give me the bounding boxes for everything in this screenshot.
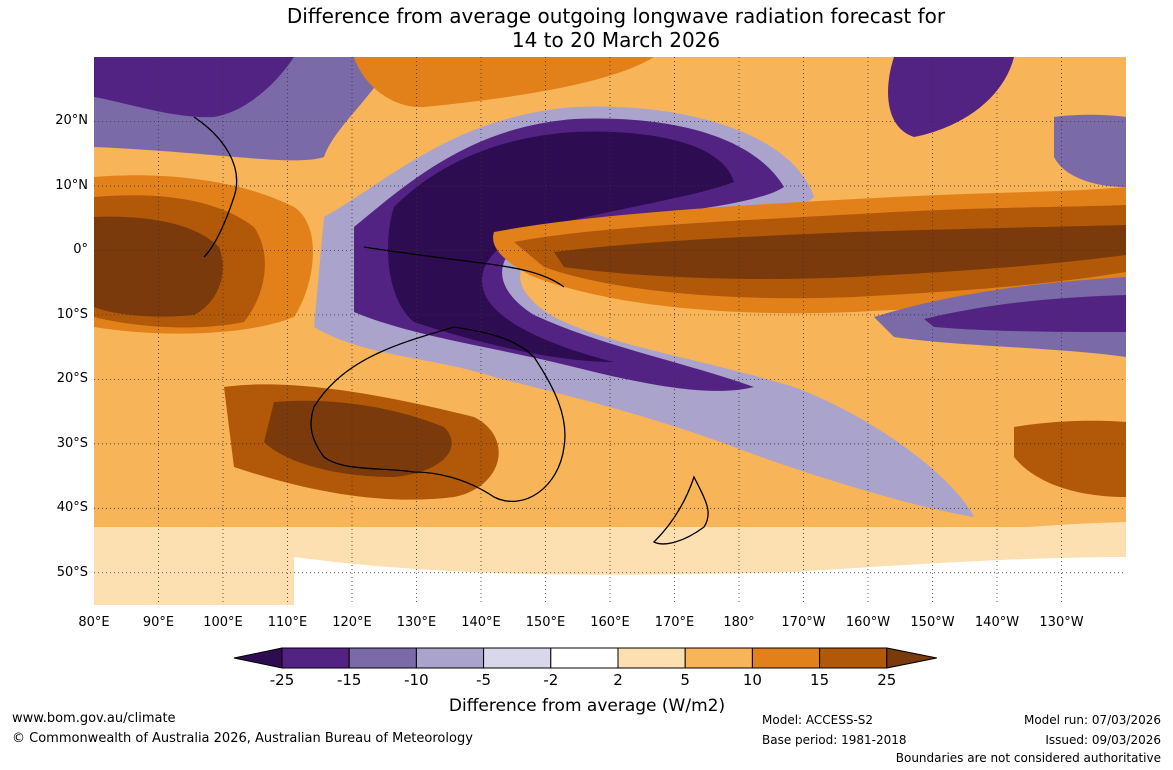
colorbar-segment	[684, 647, 753, 669]
longitude-label: 140°W	[974, 615, 1020, 630]
colorbar-segment	[483, 647, 552, 669]
north-east-pacific-negative	[888, 57, 1014, 137]
colorbar-tick-label: 25	[877, 671, 897, 689]
longitude-label: 170°E	[654, 615, 695, 630]
latitude-label: 20°N	[55, 113, 88, 129]
longitude-label: 90°E	[142, 615, 175, 630]
longitude-label: 180°	[723, 615, 755, 630]
east-pacific-negative	[1054, 114, 1126, 187]
longitude-label: 130°E	[396, 615, 437, 630]
colorbar-tick-label: -15	[336, 671, 362, 689]
chart-title: Difference from average outgoing longwav…	[0, 4, 1173, 52]
title-line-1: Difference from average outgoing longwav…	[286, 4, 946, 28]
longitude-label: 160°W	[845, 615, 891, 630]
latitude-label: 10°S	[56, 306, 88, 322]
colorbar-tick-label: -25	[269, 671, 295, 689]
colorbar-segment	[550, 647, 619, 669]
asia-strong-negative	[94, 57, 294, 118]
southern-white-zone	[294, 557, 1126, 605]
colorbar-min-extension	[233, 647, 283, 669]
colorbar-segment	[617, 647, 686, 669]
copyright-text: © Commonwealth of Australia 2026, Austra…	[12, 731, 473, 746]
longitude-label: 160°E	[590, 615, 630, 630]
latitude-label: 50°S	[56, 564, 88, 580]
latitude-label: 10°N	[55, 177, 88, 193]
olr-anomaly-map	[94, 57, 1126, 605]
longitude-label: 110°E	[267, 615, 308, 630]
colorbar-tick-label: -2	[543, 671, 559, 689]
colorbar-segment	[415, 647, 485, 669]
latitude-label: 20°S	[56, 371, 88, 387]
colorbar-title: Difference from average (W/m2)	[448, 696, 726, 716]
map-canvas	[94, 57, 1126, 605]
longitude-label: 150°W	[910, 615, 955, 630]
colorbar	[233, 647, 937, 669]
longitude-label: 150°E	[525, 615, 566, 630]
latitude-label: 30°S	[56, 435, 88, 451]
longitude-label: 170°W	[781, 615, 826, 630]
model-name: Model: ACCESS-S2	[762, 713, 874, 727]
colorbar-segments	[233, 647, 937, 669]
colorbar-tick-label: 5	[680, 671, 690, 689]
indonesia-outline	[363, 246, 565, 288]
colorbar-tick-label: 15	[810, 671, 830, 689]
colorbar-segment	[281, 647, 350, 669]
southeast-pacific-positive	[1014, 420, 1126, 497]
central-pacific-extreme-positive	[554, 225, 1126, 279]
indian-ocean-extreme-positive	[94, 216, 223, 317]
colorbar-segment	[348, 647, 417, 669]
latitude-label: 40°S	[56, 500, 88, 516]
spcz-strong-negative	[924, 295, 1126, 332]
website-link[interactable]: www.bom.gov.au/climate	[12, 711, 176, 726]
issued-date: Issued: 09/03/2026	[1045, 733, 1161, 747]
colorbar-tick-label: 2	[613, 671, 623, 689]
colorbar-segment	[751, 647, 821, 669]
longitude-label: 130°W	[1039, 615, 1084, 630]
new-zealand-outline	[652, 475, 709, 545]
colorbar-segment	[819, 647, 888, 669]
latitude-label: 0°	[73, 242, 88, 258]
base-period: Base period: 1981-2018	[762, 733, 907, 747]
equatorial-negative-core	[388, 131, 734, 362]
coastlines	[193, 116, 709, 545]
graticule	[94, 57, 1126, 605]
boundaries-disclaimer: Boundaries are not considered authoritat…	[895, 751, 1161, 765]
longitude-label: 120°E	[332, 615, 372, 630]
longitude-label: 140°E	[461, 615, 501, 630]
australia-outline	[310, 326, 566, 503]
colorbar-tick-label: -5	[476, 671, 492, 689]
southeast-asia-outline	[193, 116, 238, 258]
colorbar-tick-label: -10	[404, 671, 429, 689]
colorbar-tick-label: 10	[742, 671, 762, 689]
colorbar-max-extension	[886, 647, 937, 669]
north-positive-band	[354, 57, 654, 108]
title-line-2: 14 to 20 March 2026	[511, 28, 721, 52]
longitude-label: 80°E	[78, 615, 110, 630]
model-run-date: Model run: 07/03/2026	[1023, 713, 1161, 727]
longitude-label: 100°E	[203, 615, 243, 630]
